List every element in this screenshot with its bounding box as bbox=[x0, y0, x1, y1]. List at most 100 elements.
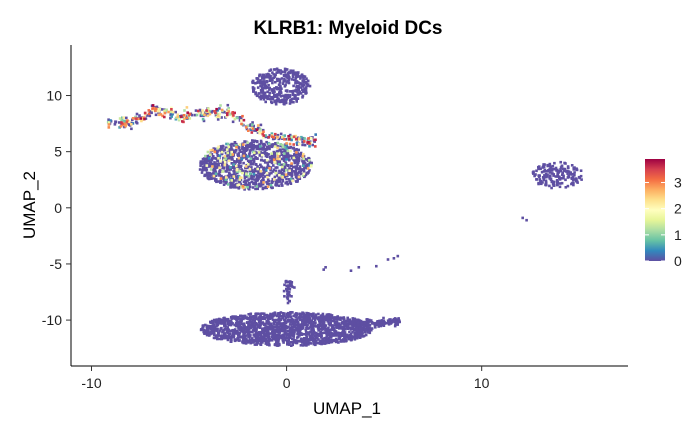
cell-point bbox=[286, 339, 290, 343]
cell-point bbox=[206, 333, 209, 337]
cell-point bbox=[228, 151, 231, 154]
expressing-cell-point bbox=[259, 170, 263, 173]
cell-point bbox=[551, 164, 555, 168]
cell-point bbox=[290, 167, 294, 171]
cell-point bbox=[360, 329, 364, 332]
cell-point bbox=[286, 287, 290, 290]
cell-point bbox=[226, 103, 230, 107]
cell-point bbox=[283, 157, 286, 160]
cell-point bbox=[239, 182, 242, 186]
expressing-cell-point bbox=[285, 143, 288, 147]
cell-point bbox=[261, 83, 265, 86]
cell-point bbox=[221, 320, 225, 323]
cell-point bbox=[228, 173, 231, 176]
cell-point bbox=[353, 334, 357, 337]
expressing-cell-point bbox=[170, 106, 173, 110]
cell-point bbox=[302, 320, 306, 324]
expressing-cell-point bbox=[207, 107, 210, 110]
expressing-cell-point bbox=[270, 132, 274, 135]
cell-point bbox=[366, 330, 370, 334]
cell-point bbox=[291, 91, 294, 94]
cell-point bbox=[362, 324, 365, 328]
cell-point bbox=[243, 151, 246, 155]
cell-point bbox=[327, 326, 330, 330]
expressing-cell-point bbox=[209, 168, 213, 171]
cell-point bbox=[260, 80, 264, 83]
cell-point bbox=[290, 97, 294, 101]
expressing-cell-point bbox=[261, 136, 265, 139]
cell-point bbox=[274, 169, 278, 173]
expressing-cell-point bbox=[185, 116, 188, 120]
cell-point bbox=[535, 178, 539, 181]
cell-point bbox=[216, 337, 219, 341]
cell-point bbox=[242, 322, 246, 325]
cell-point bbox=[221, 331, 224, 334]
cell-point bbox=[558, 185, 562, 189]
cell-point bbox=[249, 163, 253, 166]
cell-point bbox=[525, 218, 528, 222]
cell-point bbox=[234, 151, 237, 154]
cell-point bbox=[198, 168, 202, 171]
cell-point bbox=[305, 316, 308, 320]
cell-point bbox=[296, 174, 299, 178]
cell-point bbox=[292, 71, 296, 75]
cell-point bbox=[579, 174, 583, 178]
cell-point bbox=[209, 175, 212, 178]
cell-point bbox=[157, 111, 160, 115]
expressing-cell-point bbox=[314, 133, 317, 136]
cell-point bbox=[250, 146, 253, 150]
cell-point bbox=[329, 331, 332, 334]
cell-point bbox=[280, 327, 284, 331]
cell-point bbox=[262, 98, 266, 101]
expressing-cell-point bbox=[226, 113, 229, 117]
cell-point bbox=[203, 167, 207, 171]
expressing-cell-point bbox=[292, 156, 296, 160]
cell-point bbox=[297, 157, 301, 160]
cell-point bbox=[285, 180, 289, 184]
cell-point bbox=[279, 314, 282, 318]
cell-point bbox=[261, 148, 264, 151]
expressing-cell-point bbox=[232, 163, 235, 166]
expressing-cell-point bbox=[262, 130, 265, 134]
x-tick-label: 0 bbox=[283, 375, 291, 391]
cell-point bbox=[215, 162, 219, 166]
cell-point bbox=[380, 323, 383, 326]
cell-point bbox=[337, 322, 340, 325]
cell-point bbox=[538, 178, 542, 181]
expressing-cell-point bbox=[211, 165, 214, 168]
cell-point bbox=[269, 332, 272, 335]
cell-point bbox=[272, 76, 275, 80]
cell-point bbox=[279, 153, 283, 156]
cell-point bbox=[255, 169, 259, 172]
expressing-cell-point bbox=[151, 107, 154, 110]
cell-point bbox=[223, 335, 226, 338]
cell-point bbox=[294, 81, 297, 84]
cell-point bbox=[237, 146, 241, 150]
cell-point bbox=[280, 336, 283, 340]
cell-point bbox=[261, 186, 265, 190]
cell-point bbox=[227, 320, 230, 323]
cell-point bbox=[295, 312, 298, 316]
cell-point bbox=[220, 152, 224, 155]
expressing-cell-point bbox=[216, 146, 220, 150]
cell-point bbox=[218, 170, 221, 173]
y-tick-label: 5 bbox=[54, 144, 62, 160]
expressing-cell-point bbox=[290, 162, 293, 165]
cell-point bbox=[357, 318, 360, 322]
cell-point bbox=[290, 319, 294, 322]
cell-point bbox=[326, 328, 330, 331]
cell-point bbox=[261, 182, 265, 186]
cell-point bbox=[375, 264, 378, 268]
cell-point bbox=[262, 80, 265, 83]
cell-point bbox=[229, 335, 232, 339]
cell-point bbox=[264, 338, 268, 341]
cell-point bbox=[282, 154, 285, 157]
cell-point bbox=[325, 334, 329, 337]
cell-point bbox=[234, 315, 237, 318]
cell-point bbox=[200, 162, 204, 166]
cell-point bbox=[341, 328, 345, 332]
expressing-cell-point bbox=[223, 163, 227, 167]
expressing-cell-point bbox=[183, 109, 186, 112]
cell-point bbox=[265, 340, 268, 343]
cell-point bbox=[300, 333, 304, 336]
